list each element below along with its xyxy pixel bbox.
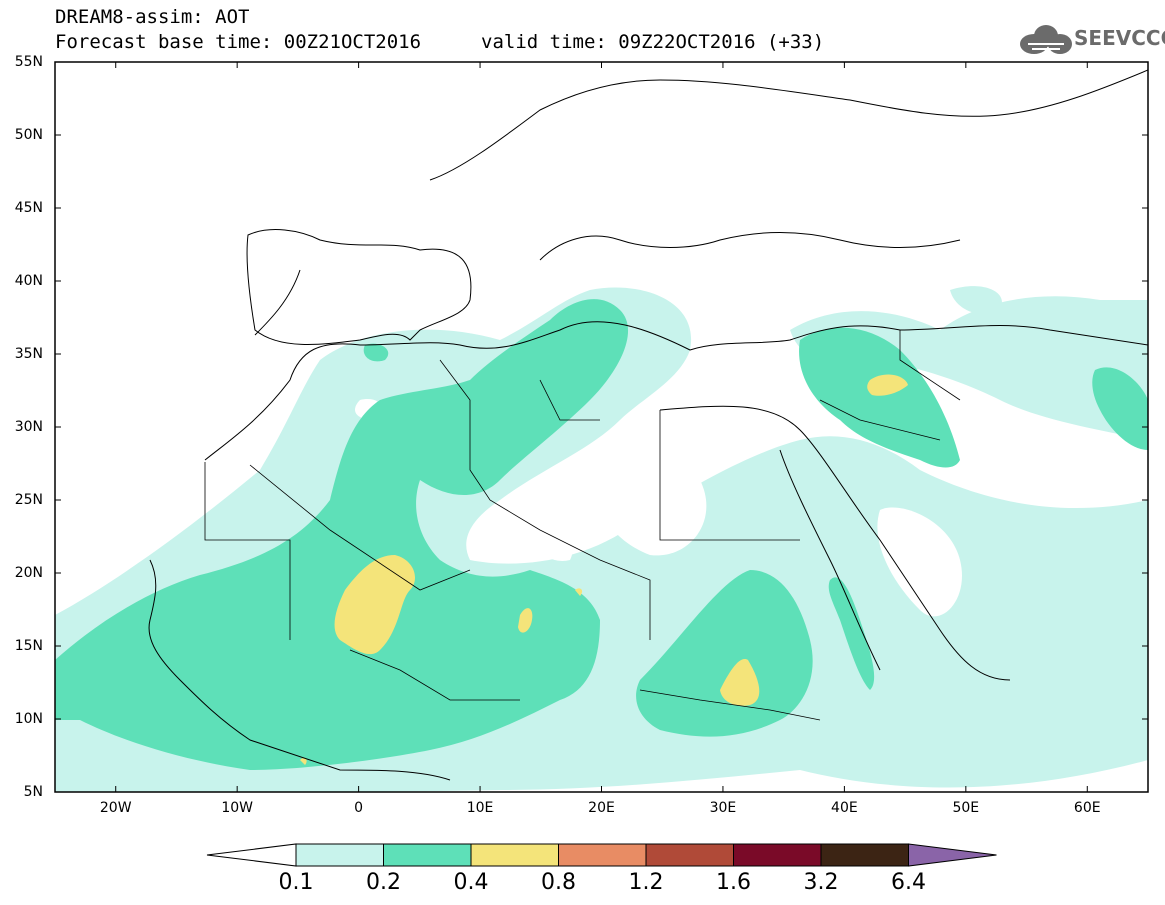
lat-label: 10N: [14, 711, 43, 727]
chart-title: DREAM8-assim: AOT: [55, 6, 250, 28]
lat-label: 40N: [14, 273, 43, 289]
colorbar-label: 0.1: [278, 870, 314, 895]
axis-ticks: [55, 61, 1148, 793]
colorbar: [206, 843, 997, 867]
colorbar-label: 1.6: [716, 870, 751, 895]
lat-label: 20N: [14, 565, 43, 581]
lat-label: 55N: [14, 54, 43, 70]
colorbar-segment: [383, 843, 472, 867]
colorbar-segment: [470, 843, 559, 867]
cloud-logo-icon: [1020, 25, 1072, 54]
lon-label: 50E: [952, 800, 980, 816]
lat-label: 50N: [14, 127, 43, 143]
country-borders: [204, 330, 961, 721]
colorbar-over-arrow: [908, 843, 997, 867]
lon-label: 30E: [709, 800, 737, 816]
lon-label: 60E: [1073, 800, 1101, 816]
lat-label: 25N: [14, 492, 43, 508]
valid-time: valid time: 09Z22OCT2016 (+33): [481, 31, 825, 53]
colorbar-under-arrow: [206, 843, 297, 867]
lat-label: 45N: [14, 200, 43, 216]
forecast-base-time: Forecast base time: 00Z21OCT2016: [55, 31, 422, 53]
colorbar-segment: [645, 843, 734, 867]
lon-label: 10E: [466, 800, 494, 816]
colorbar-label: 3.2: [803, 870, 839, 895]
colorbar-segment: [558, 843, 647, 867]
lat-label: 30N: [14, 419, 43, 435]
colorbar-label: 0.8: [541, 870, 576, 895]
lat-label: 15N: [14, 638, 43, 654]
colorbar-label: 0.4: [453, 870, 489, 895]
lon-label: 40E: [831, 800, 858, 816]
lon-label: 20W: [99, 800, 132, 816]
colorbar-segment: [733, 843, 822, 867]
colorbar-label: 0.2: [366, 870, 401, 895]
lat-label: 5N: [23, 784, 43, 800]
colorbar-segment: [820, 843, 909, 867]
colorbar-label: 6.4: [891, 870, 926, 895]
lat-label: 35N: [14, 346, 43, 362]
colorbar-label: 1.2: [628, 870, 664, 895]
aot-field-mid: [55, 299, 1148, 770]
aot-field-high: [300, 374, 908, 765]
aot-field-clear: [355, 399, 962, 617]
lon-label: 20E: [588, 800, 615, 816]
colorbar-segment: [295, 843, 384, 867]
logo-text: SEEVCCC: [1074, 26, 1165, 50]
coastlines: [148, 69, 1148, 781]
lon-label: 10W: [221, 800, 253, 816]
lon-label: 0: [354, 800, 364, 816]
